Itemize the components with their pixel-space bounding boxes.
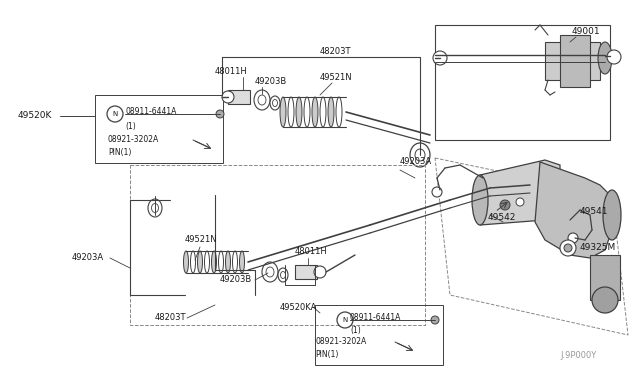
Ellipse shape	[560, 240, 576, 256]
Bar	[315, 305, 443, 365]
Text: 08921-3202A: 08921-3202A	[108, 135, 159, 144]
Bar	[590, 255, 620, 300]
Text: 08921-3202A: 08921-3202A	[315, 337, 366, 346]
Ellipse shape	[328, 97, 334, 127]
Ellipse shape	[232, 251, 237, 273]
Ellipse shape	[337, 312, 353, 328]
Bar	[130, 165, 425, 325]
Bar	[545, 42, 600, 80]
Ellipse shape	[198, 251, 202, 273]
Text: 49521N: 49521N	[320, 74, 353, 83]
Bar	[560, 35, 590, 87]
Ellipse shape	[205, 251, 209, 273]
Ellipse shape	[603, 190, 621, 240]
Ellipse shape	[278, 268, 288, 282]
Ellipse shape	[262, 262, 278, 282]
Ellipse shape	[152, 203, 159, 212]
Ellipse shape	[280, 97, 286, 127]
Text: 49520KA: 49520KA	[280, 302, 317, 311]
Ellipse shape	[296, 97, 302, 127]
Polygon shape	[480, 160, 560, 225]
Ellipse shape	[500, 200, 510, 210]
Ellipse shape	[258, 95, 266, 105]
Ellipse shape	[191, 251, 195, 273]
Text: 48011H: 48011H	[215, 67, 248, 77]
Text: N: N	[342, 317, 348, 323]
Ellipse shape	[432, 187, 442, 197]
Text: 48203T: 48203T	[155, 314, 186, 323]
Ellipse shape	[184, 251, 189, 273]
Ellipse shape	[320, 97, 326, 127]
Text: (1): (1)	[125, 122, 136, 131]
Text: 49203A: 49203A	[72, 253, 104, 263]
Ellipse shape	[107, 106, 123, 122]
Text: J.9P000Y: J.9P000Y	[560, 350, 596, 359]
Ellipse shape	[592, 287, 618, 313]
Text: 49203A: 49203A	[400, 157, 432, 167]
Ellipse shape	[472, 175, 488, 225]
Ellipse shape	[218, 251, 223, 273]
Text: 49521N: 49521N	[185, 235, 218, 244]
Text: 08911-6441A: 08911-6441A	[350, 312, 401, 321]
Ellipse shape	[431, 316, 439, 324]
Ellipse shape	[148, 199, 162, 217]
Ellipse shape	[222, 91, 234, 103]
Ellipse shape	[280, 272, 285, 279]
Ellipse shape	[433, 51, 447, 65]
Text: PIN(1): PIN(1)	[315, 350, 339, 359]
Text: N: N	[113, 111, 118, 117]
Ellipse shape	[211, 251, 216, 273]
Ellipse shape	[516, 198, 524, 206]
Text: 49001: 49001	[572, 28, 600, 36]
Ellipse shape	[314, 266, 326, 278]
Text: 49541: 49541	[580, 208, 609, 217]
Text: 48011H: 48011H	[295, 247, 328, 257]
Text: 49325M: 49325M	[580, 244, 616, 253]
Ellipse shape	[410, 143, 430, 167]
Text: 08911-6441A: 08911-6441A	[125, 108, 177, 116]
Ellipse shape	[239, 251, 244, 273]
Ellipse shape	[568, 233, 578, 243]
Ellipse shape	[304, 97, 310, 127]
Bar	[95, 95, 223, 163]
Text: 49203B: 49203B	[255, 77, 287, 87]
Ellipse shape	[254, 90, 270, 110]
Text: 49520K: 49520K	[18, 112, 52, 121]
Text: 49203B: 49203B	[220, 276, 252, 285]
Ellipse shape	[564, 244, 572, 252]
Ellipse shape	[598, 42, 612, 74]
Bar	[435, 25, 610, 140]
Bar	[295, 265, 317, 279]
Text: 49542: 49542	[488, 214, 516, 222]
Ellipse shape	[216, 110, 224, 118]
Ellipse shape	[273, 99, 278, 106]
Ellipse shape	[415, 149, 425, 161]
Text: PIN(1): PIN(1)	[108, 148, 131, 157]
Ellipse shape	[607, 50, 621, 64]
Polygon shape	[535, 162, 612, 258]
Ellipse shape	[312, 97, 318, 127]
Ellipse shape	[288, 97, 294, 127]
Text: (1): (1)	[350, 326, 361, 334]
Text: 48203T: 48203T	[320, 48, 351, 57]
Ellipse shape	[266, 267, 274, 277]
Ellipse shape	[270, 96, 280, 110]
Ellipse shape	[336, 97, 342, 127]
Bar	[228, 90, 250, 104]
Ellipse shape	[225, 251, 230, 273]
